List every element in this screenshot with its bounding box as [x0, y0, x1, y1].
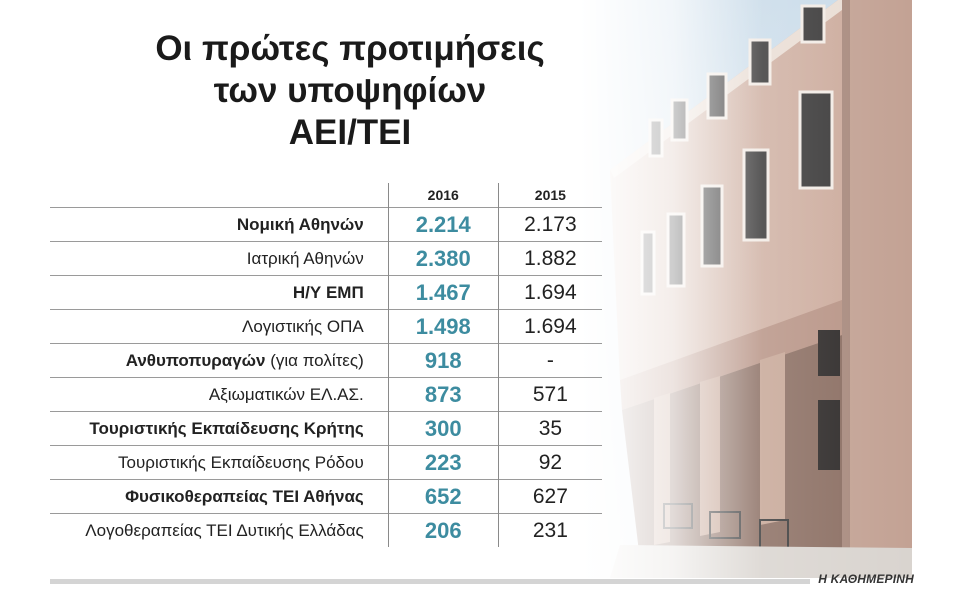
chart-title: Οι πρώτες προτιμήσεις των υποψηφίων ΑΕΙ/… [130, 28, 570, 154]
row-label: Τουριστικής Εκπαίδευσης Ρόδου [50, 445, 389, 480]
row-label-text: Λογιστικής ΟΠΑ [241, 316, 364, 336]
source-credit: Η ΚΑΘΗΜΕΡΙΝΗ [818, 572, 914, 586]
table-row: Νομική Αθηνών 2.214 2.173 [50, 207, 602, 242]
title-line: Οι πρώτες προτιμήσεις [155, 29, 545, 68]
row-label-text: Νομική Αθηνών [236, 214, 364, 234]
value-2015: 2.173 [497, 207, 602, 242]
row-label-text: Τουριστικής Εκπαίδευσης Κρήτης [89, 418, 364, 438]
row-label: Ιατρική Αθηνών [50, 241, 389, 276]
row-label: Λογοθεραπείας ΤΕΙ Δυτικής Ελλάδας [50, 513, 389, 547]
value-2015: 1.694 [497, 275, 602, 310]
table-row: Τουριστικής Εκπαίδευσης Ρόδου 223 92 [50, 445, 602, 480]
value-2016: 206 [387, 513, 499, 547]
bottom-rule [50, 579, 810, 584]
header-label-cell [50, 183, 388, 208]
value-2015: - [497, 343, 602, 378]
table-row: Λογοθεραπείας ΤΕΙ Δυτικής Ελλάδας 206 231 [50, 513, 602, 547]
table-row: Ανθυποπυραγών (για πολίτες) 918- [50, 343, 602, 378]
row-label: Αξιωματικών ΕΛ.ΑΣ. [50, 377, 389, 412]
column-header-2015: 2015 [497, 183, 602, 208]
table-row: Τουριστικής Εκπαίδευσης Κρήτης 300 35 [50, 411, 602, 446]
building-photo [580, 0, 912, 578]
value-2016: 300 [387, 411, 499, 446]
row-label: Τουριστικής Εκπαίδευσης Κρήτης [50, 411, 389, 446]
value-2016: 2.380 [387, 241, 499, 276]
row-label-text: Ανθυποπυραγών [125, 350, 266, 370]
value-2016: 1.467 [387, 275, 499, 310]
row-label: Νομική Αθηνών [50, 207, 389, 242]
value-2015: 1.882 [497, 241, 602, 276]
row-label: Ανθυποπυραγών (για πολίτες) [50, 343, 389, 378]
table-header-row: 2016 2015 [50, 183, 602, 208]
table-row: Ιατρική Αθηνών 2.380 1.882 [50, 241, 602, 276]
preferences-table: 2016 2015 Νομική Αθηνών 2.214 2.173 Ιατρική… [50, 183, 602, 547]
value-2016: 1.498 [387, 309, 499, 344]
value-2015: 35 [497, 411, 602, 446]
value-2016: 873 [387, 377, 499, 412]
value-2015: 1.694 [497, 309, 602, 344]
value-2016: 652 [387, 479, 499, 514]
table-row: Η/Υ ΕΜΠ 1.467 1.694 [50, 275, 602, 310]
row-label: Η/Υ ΕΜΠ [50, 275, 389, 310]
value-2016: 2.214 [387, 207, 499, 242]
row-label-text: Λογοθεραπείας ΤΕΙ Δυτικής Ελλάδας [85, 520, 364, 540]
table-row: Αξιωματικών ΕΛ.ΑΣ. 873 571 [50, 377, 602, 412]
value-2016: 223 [387, 445, 499, 480]
table-row: Λογιστικής ΟΠΑ 1.498 1.694 [50, 309, 602, 344]
row-label: Λογιστικής ΟΠΑ [50, 309, 389, 344]
value-2015: 571 [497, 377, 602, 412]
value-2015: 627 [497, 479, 602, 514]
title-line: των υποψηφίων [213, 71, 487, 110]
row-label-note: (για πολίτες) [265, 350, 364, 370]
value-2016: 918 [387, 343, 499, 378]
row-label-text: Φυσικοθεραπείας ΤΕΙ Αθήνας [125, 486, 364, 506]
value-2015: 231 [497, 513, 602, 547]
row-label: Φυσικοθεραπείας ΤΕΙ Αθήνας [50, 479, 389, 514]
row-label-text: Τουριστικής Εκπαίδευσης Ρόδου [118, 452, 364, 472]
row-label-text: Ιατρική Αθηνών [246, 248, 364, 268]
table-row: Φυσικοθεραπείας ΤΕΙ Αθήνας 652 627 [50, 479, 602, 514]
row-label-text: Αξιωματικών ΕΛ.ΑΣ. [208, 384, 364, 404]
column-header-2016: 2016 [387, 183, 499, 208]
row-label-text: Η/Υ ΕΜΠ [292, 282, 364, 302]
title-line: ΑΕΙ/ΤΕΙ [288, 113, 412, 152]
value-2015: 92 [497, 445, 602, 480]
